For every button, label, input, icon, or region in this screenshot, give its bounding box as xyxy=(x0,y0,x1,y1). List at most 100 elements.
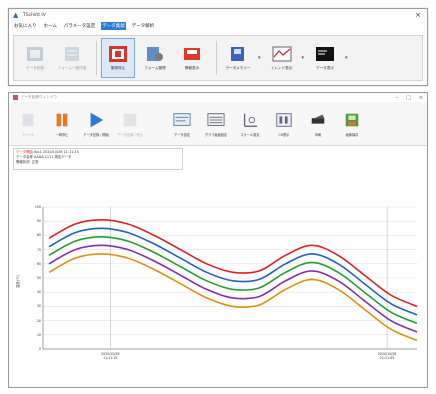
ribbon-button-5[interactable]: データメモリー xyxy=(221,38,255,78)
y-tick-label: 40 xyxy=(36,290,41,295)
toolbar-button-1[interactable]: 一時停止 xyxy=(47,104,77,144)
chart-canvas xyxy=(42,206,418,350)
series-line-3 xyxy=(48,244,418,333)
record-icon xyxy=(25,45,45,63)
toolbar-button-6[interactable]: スケール設定 xyxy=(235,104,265,144)
save-image-icon xyxy=(343,111,361,129)
trend-icon xyxy=(272,45,292,63)
memory-icon xyxy=(228,45,248,63)
toolbar-button-label: スケール設定 xyxy=(240,132,260,137)
y-tick-label: 10 xyxy=(36,332,41,337)
record-info-panel: データ開始 No.1 2020/10/26 11:11:15 データ名称 AAA… xyxy=(13,148,183,170)
ribbon-button-label: データメモリー xyxy=(225,66,251,70)
ribbon-button-7[interactable]: データ表示 xyxy=(308,38,342,78)
window-controls: – □ × xyxy=(396,95,423,101)
pause-icon xyxy=(53,111,71,129)
graph-setting-icon xyxy=(207,111,225,129)
scale-icon xyxy=(241,111,259,129)
ribbon-button-6[interactable]: トレンド表示 xyxy=(265,38,299,78)
toolbar-button-label: 一時停止 xyxy=(55,132,69,137)
series-line-1 xyxy=(48,227,418,316)
info-line-2: データ名称 AAAA-1111 測定データ xyxy=(16,155,72,159)
ribbon-titlebar: ▲ TSchiitt IV × xyxy=(9,9,427,21)
x-tick-time: 11:11:45 xyxy=(379,356,395,360)
series-line-0 xyxy=(48,218,418,308)
info-line-1: データ開始 No.1 2020/10/26 11:11:15 xyxy=(16,150,180,155)
record-status: データ開始 xyxy=(16,150,33,154)
toolbar-button-label: 画像保存 xyxy=(345,132,359,137)
toolbar-button-5[interactable]: グラフ画面設定 xyxy=(201,104,231,144)
toolbar-button-label: ファイル xyxy=(21,132,35,137)
app-toolbar: ファイル 一時停止 データ記録 / 開始 データ記録 / 停止 データ設定 グラフ画面設定… xyxy=(9,102,427,146)
toolbar-button-label: 印刷 xyxy=(314,132,322,137)
maximize-button[interactable]: □ xyxy=(406,94,411,101)
dropdown-arrow-icon[interactable]: ▾ xyxy=(301,55,305,61)
form-manage-icon xyxy=(145,45,165,63)
play-icon xyxy=(87,111,105,129)
menu-item-3[interactable]: データ集録 xyxy=(101,22,126,30)
toolbar-button-label: データ記録 / 開始 xyxy=(83,132,109,137)
y-tick-label: 100 xyxy=(34,205,41,209)
stop-record-icon xyxy=(108,45,128,63)
toolbar-button-0[interactable]: ファイル xyxy=(13,104,43,144)
toolbar-button-8[interactable]: 印刷 xyxy=(303,104,333,144)
data-display-icon xyxy=(315,45,335,63)
x-tick-date: 2020/10/26 xyxy=(377,352,397,356)
y-tick-label: 90 xyxy=(36,219,41,224)
dropdown-arrow-icon[interactable]: ▾ xyxy=(345,55,348,61)
series-line-2 xyxy=(48,235,418,325)
toolbar-button-7[interactable]: CH表示 xyxy=(269,104,299,144)
menu-item-0[interactable]: お気に入り xyxy=(14,24,37,29)
dropdown-arrow-icon[interactable]: ▾ xyxy=(258,55,261,61)
alarm-icon xyxy=(182,45,202,63)
ribbon-button-3[interactable]: フォーム管理 xyxy=(138,38,172,78)
form-icon xyxy=(62,45,82,63)
data-record-window: データ記録ウィンドウ – □ × ファイル 一時停止 データ記録 / 開始 データ記録… xyxy=(8,92,428,388)
ribbon-separator xyxy=(96,41,97,75)
app-window-title: データ記録ウィンドウ xyxy=(21,95,57,99)
x-tick-date: 2020/10/26 xyxy=(101,352,120,356)
y-tick-label: 70 xyxy=(36,247,41,252)
toolbar-button-4[interactable]: データ設定 xyxy=(167,104,197,144)
ribbon-button-label: データ記録 xyxy=(26,66,44,70)
series-line-4 xyxy=(48,253,418,342)
ribbon-separator xyxy=(216,41,217,75)
toolbar-button-3[interactable]: データ記録 / 停止 xyxy=(115,104,145,144)
close-button[interactable]: × xyxy=(415,11,421,19)
ribbon-window: ▲ TSchiitt IV × お気に入り ホーム パラメータ設定 データ集録 データ解… xyxy=(8,8,428,86)
info-line-3: 警報状況: 正常 xyxy=(16,160,39,164)
x-tick-time: 11:11:15 xyxy=(103,356,118,360)
ribbon-button-4[interactable]: 警報表示 xyxy=(175,38,209,78)
menu-item-1[interactable]: ホーム xyxy=(43,24,57,29)
app-titlebar: データ記録ウィンドウ – □ × xyxy=(9,93,427,102)
file-icon xyxy=(19,111,37,129)
trend-chart[interactable]: 100 90 80 70 60 50 40 30 20 10 0 2020/10/26 11:11:15… xyxy=(13,203,425,383)
minimize-button[interactable]: – xyxy=(395,94,399,101)
ribbon-button-0[interactable]: データ記録 xyxy=(18,38,52,78)
toolbar-button-label: CH表示 xyxy=(278,132,290,137)
toolbar-button-label: グラフ画面設定 xyxy=(204,132,228,137)
window-title: TSchiitt IV xyxy=(23,12,46,18)
ribbon-toolbar: データ記録 フォーム一覧作成 集録停止 フォーム管理 警報表示 データメモリー ▾ トレンド表… xyxy=(13,35,423,81)
ribbon-button-label: フォーム管理 xyxy=(144,66,166,70)
y-tick-label: 80 xyxy=(36,233,41,238)
y-tick-label: 20 xyxy=(36,318,41,323)
close-app-button[interactable]: × xyxy=(418,94,423,101)
x-tick-label: 2020/10/26 11:11:15 xyxy=(90,352,130,360)
y-tick-label: 0 xyxy=(38,347,41,351)
toolbar-button-2[interactable]: データ記録 / 開始 xyxy=(81,104,111,144)
menu-item-2[interactable]: パラメータ設定 xyxy=(63,24,96,29)
y-tick-label: 30 xyxy=(36,304,41,309)
app-logo-icon: ▲ xyxy=(13,10,19,19)
ribbon-button-2[interactable]: 集録停止 xyxy=(101,38,135,78)
y-axis-label: 温度(℃) xyxy=(16,274,20,288)
toolbar-button-label: データ記録 / 停止 xyxy=(117,132,143,137)
x-tick-label: 2020/10/26 11:11:45 xyxy=(367,352,407,360)
app-small-icon xyxy=(13,95,18,100)
ribbon-button-label: 集録停止 xyxy=(110,66,126,70)
stop-icon xyxy=(121,111,139,129)
ribbon-button-label: トレンド表示 xyxy=(270,66,293,70)
ribbon-button-1[interactable]: フォーム一覧作成 xyxy=(55,38,89,78)
toolbar-button-9[interactable]: 画像保存 xyxy=(337,104,367,144)
menu-item-4[interactable]: データ解析 xyxy=(131,24,155,29)
